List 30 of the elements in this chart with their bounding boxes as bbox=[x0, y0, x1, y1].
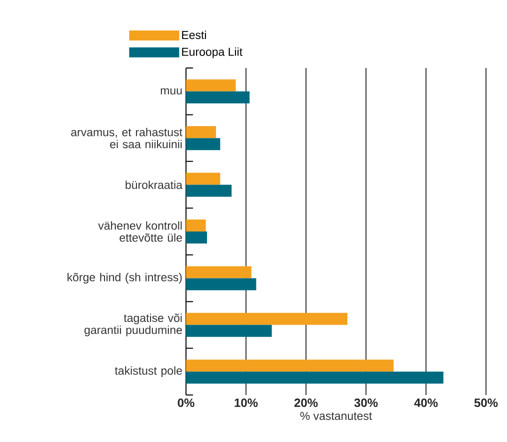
bar bbox=[186, 184, 232, 197]
bar bbox=[186, 126, 216, 138]
y-tick-label: tagatise või garantii puudumine bbox=[84, 314, 182, 336]
bar bbox=[186, 360, 394, 372]
bar bbox=[186, 232, 207, 244]
y-tick-label: kõrge hind (sh intress) bbox=[68, 272, 182, 284]
bar bbox=[186, 79, 236, 92]
legend-label: Eesti bbox=[182, 30, 206, 40]
bar bbox=[186, 372, 444, 384]
x-tick-label: 40% bbox=[414, 398, 438, 408]
x-tick-label: 20% bbox=[294, 398, 318, 408]
bar bbox=[186, 266, 252, 278]
x-tick-label: 0% bbox=[178, 398, 194, 408]
bar bbox=[186, 278, 256, 290]
x-tick-label: 30% bbox=[354, 398, 378, 408]
x-axis-title: % vastanutest bbox=[300, 412, 372, 420]
bar bbox=[186, 172, 220, 185]
bar bbox=[186, 312, 348, 325]
y-tick-label: vähenev kontroll ettevõtte üle bbox=[98, 221, 182, 242]
y-tick-label: takistust pole bbox=[114, 366, 182, 378]
bar bbox=[186, 138, 220, 150]
y-tick-label: bürokraatia bbox=[126, 180, 182, 190]
legend-label: Euroopa Liit bbox=[182, 47, 242, 58]
bar bbox=[186, 324, 272, 337]
y-tick-label: muu bbox=[160, 88, 182, 95]
bar bbox=[186, 220, 206, 232]
x-tick-label: 10% bbox=[234, 398, 258, 408]
y-tick-label: arvamus, et rahastust ei saa niikuinii bbox=[71, 128, 182, 148]
bar bbox=[186, 91, 250, 104]
x-tick-label: 50% bbox=[474, 398, 498, 408]
